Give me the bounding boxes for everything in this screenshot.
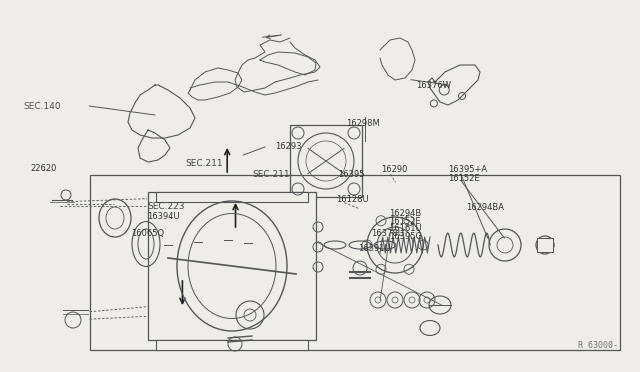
Text: 16152E: 16152E	[448, 174, 479, 183]
Text: 16391U: 16391U	[358, 244, 391, 253]
Text: 16298M: 16298M	[346, 119, 380, 128]
Text: 16290: 16290	[381, 165, 407, 174]
Text: 16394U: 16394U	[147, 212, 180, 221]
Text: SEC.223: SEC.223	[147, 202, 185, 211]
Text: 16376W: 16376W	[416, 81, 451, 90]
Text: 16395+A: 16395+A	[448, 165, 487, 174]
Text: 16294B: 16294B	[389, 209, 421, 218]
Text: 16152E: 16152E	[389, 217, 420, 226]
Bar	[290, 125, 362, 197]
Text: 16294BA: 16294BA	[466, 203, 504, 212]
Text: 22620: 22620	[31, 164, 57, 173]
Text: SEC.211: SEC.211	[253, 170, 291, 179]
Text: 16128U: 16128U	[336, 195, 369, 203]
Text: 16378U: 16378U	[371, 229, 404, 238]
Text: 16395G: 16395G	[389, 232, 422, 241]
Text: 16065Q: 16065Q	[131, 229, 164, 238]
Text: SEC.211: SEC.211	[186, 159, 223, 168]
Bar	[156, 192, 308, 202]
Bar	[148, 192, 316, 340]
Bar	[156, 340, 308, 350]
Text: 16395: 16395	[338, 170, 364, 179]
Bar	[537, 238, 553, 252]
Text: R 63000-: R 63000-	[578, 341, 618, 350]
Bar	[90, 175, 620, 350]
Text: 16293: 16293	[275, 142, 301, 151]
Text: SEC.140: SEC.140	[23, 102, 61, 110]
Text: 16161U: 16161U	[389, 224, 422, 233]
